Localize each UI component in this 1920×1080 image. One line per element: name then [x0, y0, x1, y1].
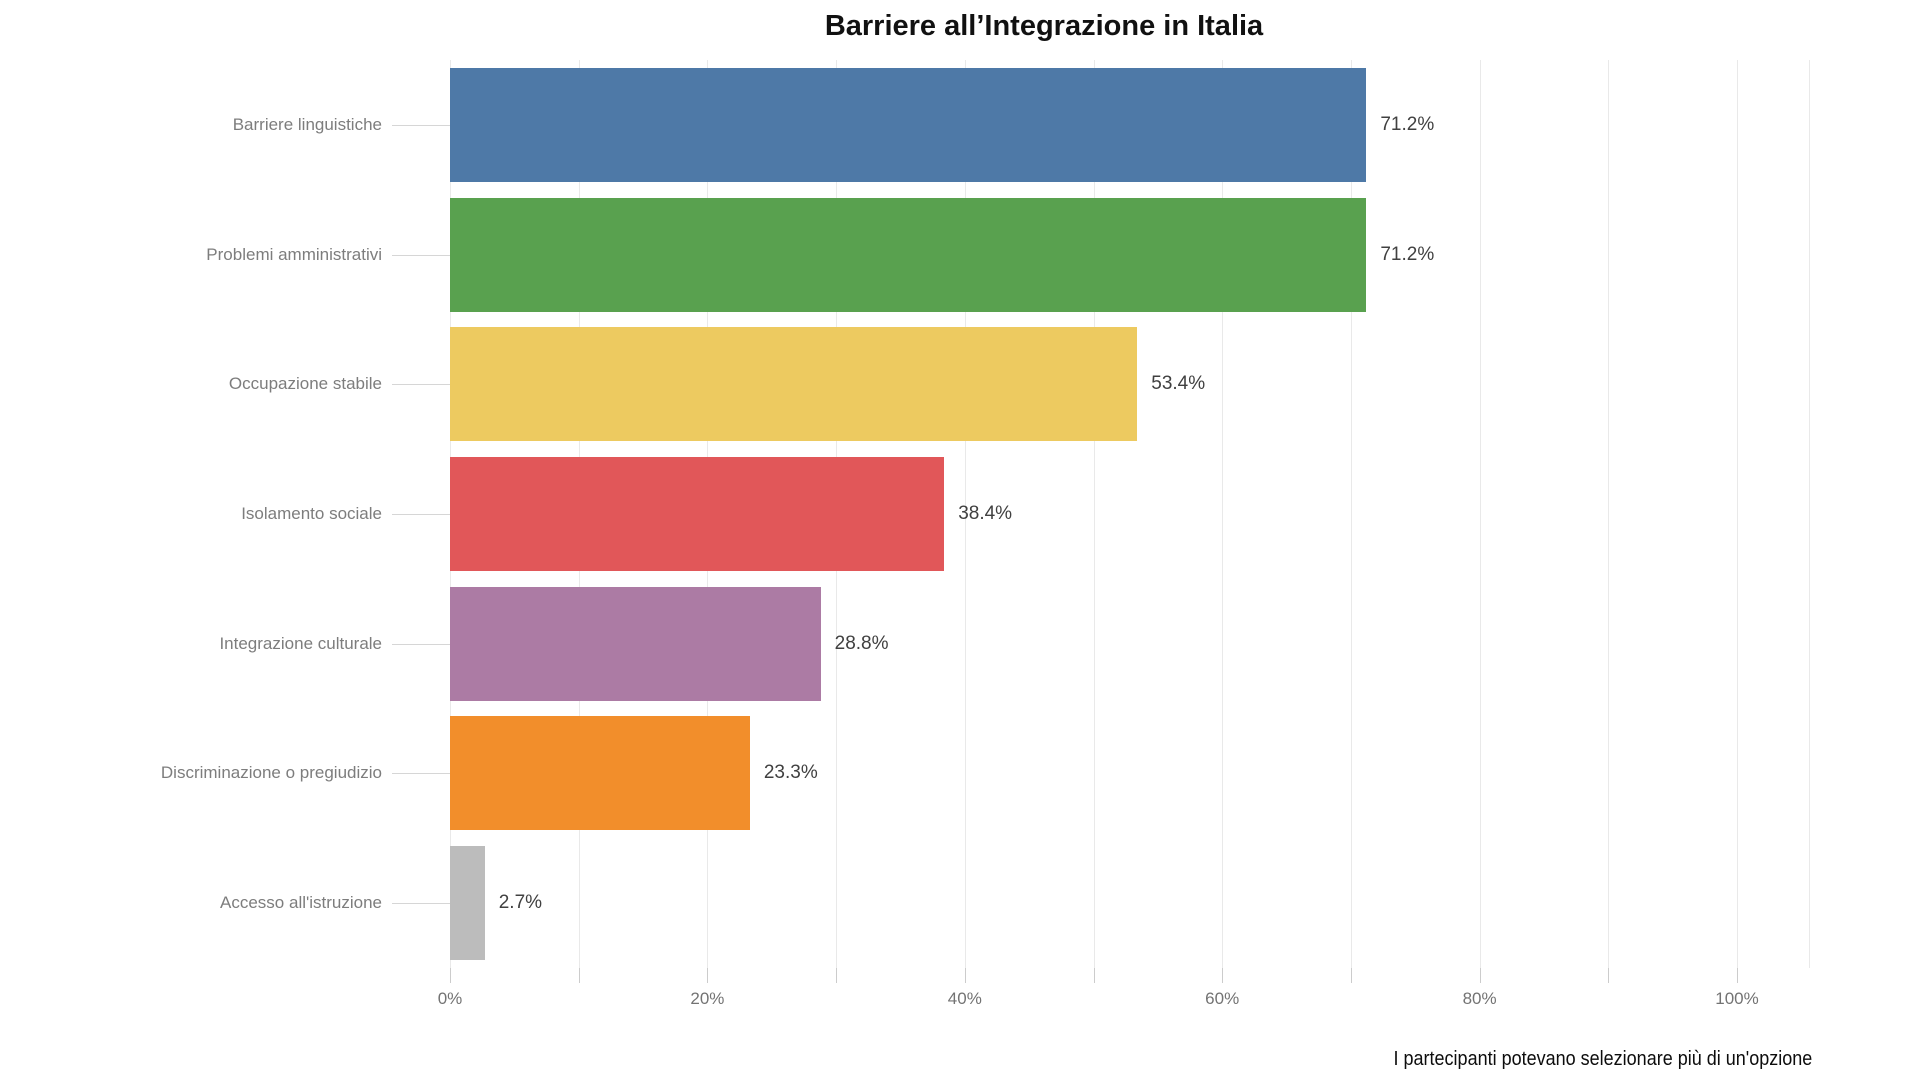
gridline — [1737, 60, 1738, 968]
y-tick-mark — [392, 643, 450, 645]
bar-value-label: 71.2% — [1380, 243, 1435, 265]
bar-value-label: 71.2% — [1380, 113, 1435, 135]
x-minor-tick-mark — [578, 968, 580, 983]
bar — [450, 327, 1138, 442]
gridline — [1479, 60, 1481, 968]
x-tick-mark — [1737, 968, 1738, 983]
plot-area: 71.2% 71.2% 53.4% 38.4% 28.8% 23.3% 2.7% — [450, 60, 1810, 968]
x-tick-mark — [964, 968, 966, 983]
x-tick-mark — [450, 968, 451, 983]
y-tick-mark — [392, 254, 450, 256]
bar-value-label: 53.4% — [1151, 373, 1206, 395]
gridline — [964, 60, 966, 968]
x-tick-label: 20% — [690, 989, 725, 1008]
category-label: Problemi amministrativi — [206, 244, 382, 264]
chart-title: Barriere all’Integrazione in Italia — [824, 10, 1264, 42]
x-tick-label: 40% — [947, 989, 982, 1008]
category-label: Occupazione stabile — [228, 374, 382, 394]
bar-value-label: 2.7% — [498, 892, 543, 914]
category-label: Integrazione culturale — [219, 633, 382, 653]
bar — [450, 716, 750, 831]
category-label: Isolamento sociale — [241, 504, 382, 523]
x-minor-tick-mark — [1350, 968, 1352, 983]
bar-value-label: 38.4% — [958, 503, 1013, 524]
x-tick-mark — [1222, 968, 1224, 983]
chart-footnote: I partecipanti potevano selezionare più … — [1393, 1048, 1812, 1070]
category-label: Barriere linguistiche — [232, 114, 382, 134]
gridline — [1350, 60, 1352, 968]
y-tick-mark — [392, 514, 450, 515]
y-tick-mark — [392, 384, 450, 386]
bar — [450, 586, 821, 701]
x-tick-label: 80% — [1462, 989, 1497, 1008]
y-tick-mark — [392, 124, 450, 126]
x-tick-label: 0% — [437, 989, 463, 1008]
bar — [450, 197, 1367, 312]
x-tick-mark — [1479, 968, 1481, 983]
y-tick-mark — [392, 773, 450, 775]
bar — [450, 846, 485, 961]
bar — [450, 457, 945, 571]
category-label: Accesso all'istruzione — [220, 893, 382, 913]
x-tick-label: 100% — [1715, 989, 1759, 1008]
x-tick-label: 60% — [1205, 989, 1240, 1008]
plot-right-border — [1809, 60, 1810, 968]
x-minor-tick-mark — [1608, 968, 1610, 983]
x-tick-mark — [707, 968, 709, 983]
category-label: Discriminazione o pregiudizio — [160, 763, 382, 783]
gridline — [1093, 60, 1095, 968]
bar — [450, 67, 1367, 182]
gridline — [1222, 60, 1224, 968]
gridline — [1608, 60, 1610, 968]
bar-value-label: 23.3% — [763, 762, 818, 784]
x-minor-tick-mark — [1093, 968, 1095, 983]
x-minor-tick-mark — [836, 968, 838, 983]
bar-value-label: 28.8% — [834, 632, 889, 654]
y-tick-mark — [392, 903, 450, 905]
